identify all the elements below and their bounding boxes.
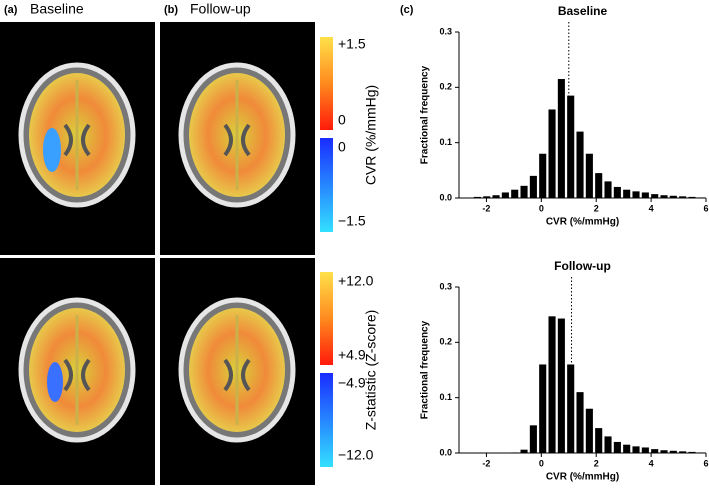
bar: [539, 153, 547, 198]
panel-label: (a): [4, 4, 18, 16]
bar: [688, 451, 696, 453]
panel-label: (b): [164, 4, 178, 16]
x-axis-label: CVR (%/mmHg): [546, 217, 619, 228]
y-tick-label: 0.1: [439, 137, 452, 147]
bar: [567, 95, 575, 198]
bar: [501, 192, 509, 198]
bar: [576, 131, 584, 198]
y-tick-label: 0.0: [439, 447, 452, 457]
colorbar-label: CVR (%/mmHg): [363, 85, 379, 185]
bar: [473, 196, 481, 198]
bar: [548, 316, 556, 453]
x-tick-label: -2: [482, 458, 490, 468]
bar: [585, 153, 593, 198]
bar: [604, 436, 612, 453]
bar: [623, 189, 631, 198]
bar: [604, 181, 612, 198]
colorbar-tick: −12.0: [338, 447, 374, 463]
colorbar-tick: −1.5: [338, 213, 366, 229]
colorbar-tick: +4.9: [338, 347, 366, 363]
bar: [483, 196, 491, 198]
bar: [520, 449, 528, 453]
bar: [595, 428, 603, 453]
bar: [529, 175, 537, 198]
panel-title: Follow-up: [190, 1, 251, 17]
x-tick-label: 4: [649, 458, 654, 468]
colorbar-tick: 0: [338, 112, 346, 128]
y-tick-label: 0.2: [439, 337, 452, 347]
colorbar-label: Z-statistic (Z-score): [363, 310, 379, 431]
bar: [651, 449, 659, 453]
bar: [660, 450, 668, 453]
bar: [595, 173, 603, 198]
y-tick-label: 0.0: [439, 192, 452, 202]
bar: [585, 408, 593, 453]
bar: [641, 192, 649, 198]
chart-title: Follow-up: [554, 259, 611, 273]
bar: [669, 195, 677, 198]
colorbar-tick: +1.5: [338, 36, 366, 52]
bar: [567, 364, 575, 453]
colorbar: [320, 138, 333, 232]
bar: [557, 318, 565, 453]
brain: [181, 65, 293, 205]
chart-title: Baseline: [558, 4, 608, 18]
bar: [632, 446, 640, 453]
overlay-blob: [47, 362, 63, 402]
y-axis-label: Fractional frequency: [420, 320, 431, 419]
x-tick-label: 2: [594, 203, 599, 213]
x-tick-label: 6: [703, 203, 708, 213]
bar: [548, 109, 556, 198]
bar: [613, 186, 621, 198]
y-tick-label: 0.3: [439, 26, 452, 36]
bar: [613, 441, 621, 453]
colorbar: [320, 373, 333, 467]
overlay-blob: [43, 128, 61, 172]
bar: [660, 195, 668, 198]
brain: [21, 300, 133, 440]
bar: [641, 447, 649, 453]
bar: [632, 191, 640, 198]
colorbar: [320, 272, 333, 365]
bar: [679, 196, 687, 198]
y-tick-label: 0.3: [439, 281, 452, 291]
colorbar-tick: +12.0: [338, 273, 374, 289]
colorbar: [320, 37, 333, 130]
bar: [576, 392, 584, 453]
brain: [21, 65, 133, 205]
bar: [623, 444, 631, 453]
brain: [181, 300, 293, 440]
bar: [520, 185, 528, 198]
x-tick-label: 0: [539, 458, 544, 468]
bar: [529, 425, 537, 453]
y-tick-label: 0.2: [439, 82, 452, 92]
y-axis-label: Fractional frequency: [420, 65, 431, 164]
bar: [492, 195, 500, 198]
x-tick-label: -2: [482, 203, 490, 213]
bar: [669, 450, 677, 453]
bar: [511, 189, 519, 198]
panel-label: (c): [400, 4, 414, 16]
panel-title: Baseline: [30, 1, 84, 17]
x-tick-label: 2: [594, 458, 599, 468]
bar: [557, 79, 565, 198]
x-tick-label: 6: [703, 458, 708, 468]
colorbar-tick: −4.9: [338, 375, 366, 391]
brain-images: [0, 22, 333, 485]
colorbar-tick: 0: [338, 139, 346, 155]
x-tick-label: 4: [649, 203, 654, 213]
x-tick-label: 0: [539, 203, 544, 213]
x-axis-label: CVR (%/mmHg): [546, 472, 619, 483]
bar: [688, 196, 696, 198]
bar: [651, 194, 659, 198]
y-tick-label: 0.1: [439, 392, 452, 402]
bar: [539, 364, 547, 453]
bar: [679, 451, 687, 453]
